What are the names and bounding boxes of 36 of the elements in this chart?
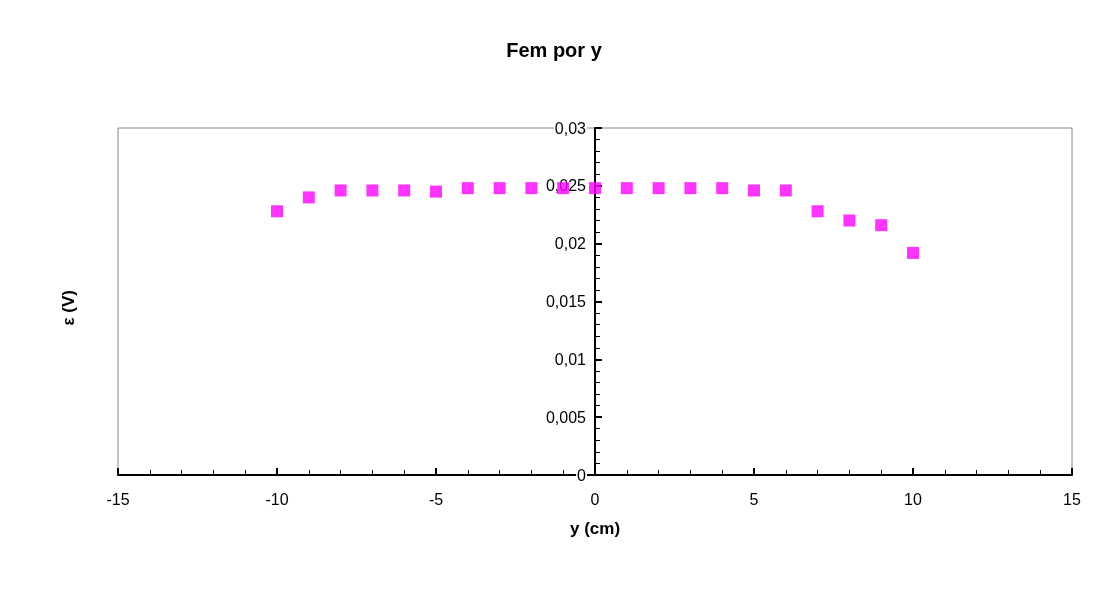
point xyxy=(652,182,665,195)
y-tick-label: 0,01 xyxy=(554,350,587,368)
point xyxy=(620,182,633,195)
x-tick-label: -5 xyxy=(428,490,444,508)
point xyxy=(589,182,601,195)
y-axis-title: ε (V) xyxy=(59,290,78,326)
point xyxy=(398,184,411,197)
y-tick-label: 0 xyxy=(577,466,587,484)
y-tick-label: 0,03 xyxy=(554,119,587,137)
point xyxy=(811,205,824,218)
y-tick-label: 0,02 xyxy=(554,235,587,253)
x-tick-label: 10 xyxy=(904,490,922,508)
point xyxy=(461,182,474,195)
point xyxy=(493,182,506,195)
point xyxy=(525,182,538,195)
point xyxy=(875,219,888,232)
point xyxy=(302,191,315,204)
point xyxy=(334,184,347,197)
x-tick-label: 0 xyxy=(590,490,600,508)
x-tick-label: -15 xyxy=(106,490,130,508)
x-tick-label: 15 xyxy=(1063,490,1081,508)
point xyxy=(271,205,283,218)
point xyxy=(366,184,379,197)
y-tick-label: 0,005 xyxy=(545,408,587,426)
point xyxy=(684,182,697,195)
x-tick-label: 5 xyxy=(749,490,759,508)
point xyxy=(843,214,856,227)
chart-title: Fem por y xyxy=(506,39,603,61)
x-axis-title: y (cm) xyxy=(569,519,621,538)
y-tick-label: 0,015 xyxy=(545,293,587,310)
point xyxy=(716,182,729,195)
x-tick-label: -10 xyxy=(265,490,289,508)
point xyxy=(907,246,919,259)
point xyxy=(430,185,442,198)
point xyxy=(779,184,792,197)
point xyxy=(748,184,760,197)
